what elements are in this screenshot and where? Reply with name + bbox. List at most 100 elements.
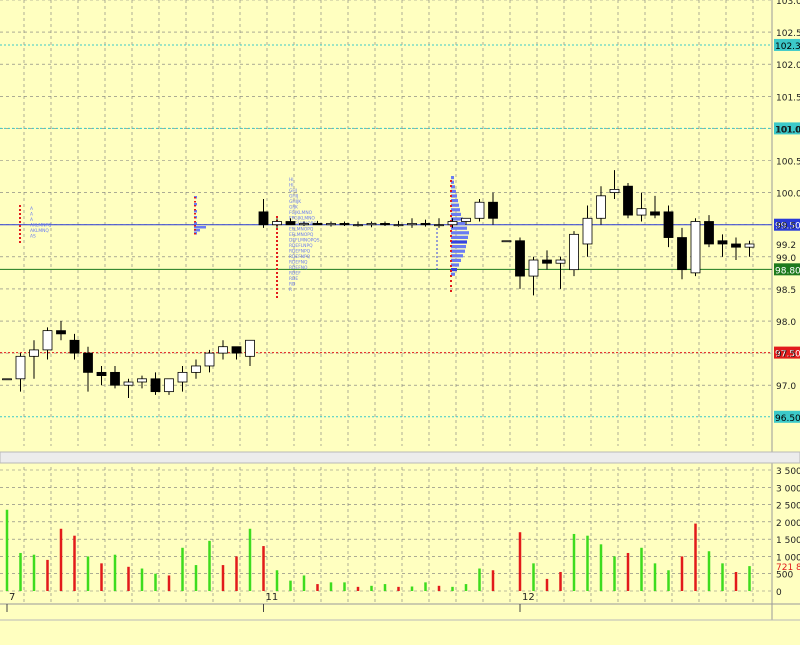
price-tick-label: 100.5 bbox=[776, 158, 800, 168]
panel-splitter bbox=[0, 451, 800, 464]
profile-small-tick bbox=[194, 221, 196, 223]
volume-bar bbox=[586, 535, 589, 591]
profile-mid-row: RDEFLNPQ bbox=[289, 243, 313, 249]
candle-body bbox=[677, 237, 687, 271]
candle-body bbox=[690, 221, 701, 274]
volume-tick-label: 2 500 bbox=[776, 502, 800, 512]
volume-bar bbox=[329, 582, 333, 591]
profile-mid-row: RDEF bbox=[289, 271, 301, 277]
volume-bar bbox=[640, 547, 643, 591]
volume-bar bbox=[464, 584, 468, 591]
profile-right-bar bbox=[451, 189, 456, 193]
profile-mid-tick bbox=[276, 232, 278, 234]
profile-mid-tick bbox=[276, 228, 278, 230]
volume-bar bbox=[424, 582, 427, 591]
candles bbox=[2, 170, 755, 399]
volume-bar bbox=[491, 570, 495, 591]
volume-bar bbox=[167, 575, 171, 591]
volume-bar bbox=[248, 528, 252, 591]
level-label-bg bbox=[774, 263, 800, 276]
candle-body bbox=[204, 352, 215, 367]
profile-left-tick bbox=[19, 229, 21, 231]
profile-small-tick bbox=[194, 213, 196, 215]
volume-tick-label: 0 bbox=[776, 588, 782, 598]
profile-mid-row: GHI bbox=[289, 188, 297, 194]
candle-body bbox=[515, 240, 525, 277]
candle-body bbox=[663, 211, 674, 238]
volume-bar bbox=[221, 565, 225, 591]
level-label-bg bbox=[774, 122, 800, 135]
profile-small-tick bbox=[194, 209, 196, 211]
candle-body bbox=[285, 221, 296, 226]
profile-right-bar bbox=[451, 194, 457, 198]
profile-mid-tick bbox=[276, 240, 278, 242]
candle-body bbox=[555, 259, 566, 264]
level-label: 98.805 bbox=[775, 266, 800, 276]
volume-bar bbox=[545, 578, 549, 591]
candle-body bbox=[744, 243, 755, 248]
price-tick-label: 98.0 bbox=[776, 318, 796, 328]
profile-right-bar bbox=[451, 199, 458, 203]
candle-body bbox=[731, 243, 741, 248]
candle-body bbox=[29, 349, 39, 357]
profile-left-tick bbox=[19, 233, 21, 235]
profile-right-tick bbox=[450, 220, 452, 222]
profile-mid-tick bbox=[276, 288, 278, 290]
volume-bar bbox=[181, 547, 184, 591]
volume-bar bbox=[397, 586, 400, 591]
volume-bar bbox=[154, 573, 157, 591]
volume-tick-label: 3 500 bbox=[776, 467, 800, 477]
profile-mid-row: GIJK bbox=[289, 205, 298, 211]
profile-mid-row: EFLMNOPQ bbox=[289, 227, 314, 233]
profile-right-bar bbox=[451, 217, 463, 221]
candle-body bbox=[299, 223, 309, 226]
volume-bar bbox=[275, 570, 279, 591]
profile-right-tick bbox=[450, 205, 452, 207]
volume-bar bbox=[707, 551, 711, 591]
profile-small-bar bbox=[194, 222, 197, 225]
time-tick-label: 11 bbox=[266, 592, 279, 603]
grid bbox=[0, 0, 800, 621]
profile-right-tick bbox=[450, 270, 452, 272]
price-tick-label: 101.5 bbox=[776, 93, 800, 103]
volume-bar bbox=[127, 566, 130, 591]
profile-mid-tick bbox=[276, 264, 278, 266]
level-label: 102.30 bbox=[775, 42, 800, 52]
profile-left-tick bbox=[19, 217, 21, 219]
volume-bar bbox=[721, 563, 724, 591]
volume-bar bbox=[478, 568, 481, 591]
volume-bar bbox=[653, 563, 657, 591]
candle-body bbox=[218, 346, 228, 354]
volume-bar bbox=[451, 586, 454, 591]
profile-right-bar bbox=[451, 231, 469, 235]
profile-right-tick bbox=[450, 290, 452, 292]
profile-right-bar bbox=[451, 268, 457, 272]
candle-body bbox=[164, 378, 174, 393]
profile-mid-row: RDE bbox=[289, 276, 298, 282]
profile-right-bar bbox=[451, 226, 467, 230]
profile-right-tick bbox=[450, 255, 452, 257]
profile-right-bar bbox=[451, 263, 459, 267]
volume-bar bbox=[748, 566, 751, 591]
candle-body bbox=[717, 240, 728, 245]
candle-body bbox=[380, 223, 390, 226]
profile-right-tick bbox=[450, 265, 452, 267]
profile-mid-tick bbox=[276, 268, 278, 270]
profile-right-tick bbox=[450, 180, 452, 182]
candle-body bbox=[15, 355, 26, 380]
profile-right-tick bbox=[450, 285, 452, 287]
profile-mid-tick bbox=[276, 236, 278, 238]
profile-mid-row: RD bbox=[289, 282, 296, 288]
profile-right-bar bbox=[451, 254, 463, 258]
candle-body bbox=[623, 185, 633, 216]
profile-mid-row: R bbox=[289, 287, 292, 293]
candle-body bbox=[69, 339, 80, 354]
profile-right-bar bbox=[451, 272, 455, 276]
profile-small-tick bbox=[194, 205, 196, 207]
profile-mid-row: RDEFNPQ bbox=[289, 249, 311, 255]
profile-right-bar bbox=[451, 245, 466, 249]
profile-left-row: A bbox=[30, 217, 33, 223]
profile-right-tick bbox=[450, 280, 452, 282]
candle-body bbox=[528, 259, 539, 277]
